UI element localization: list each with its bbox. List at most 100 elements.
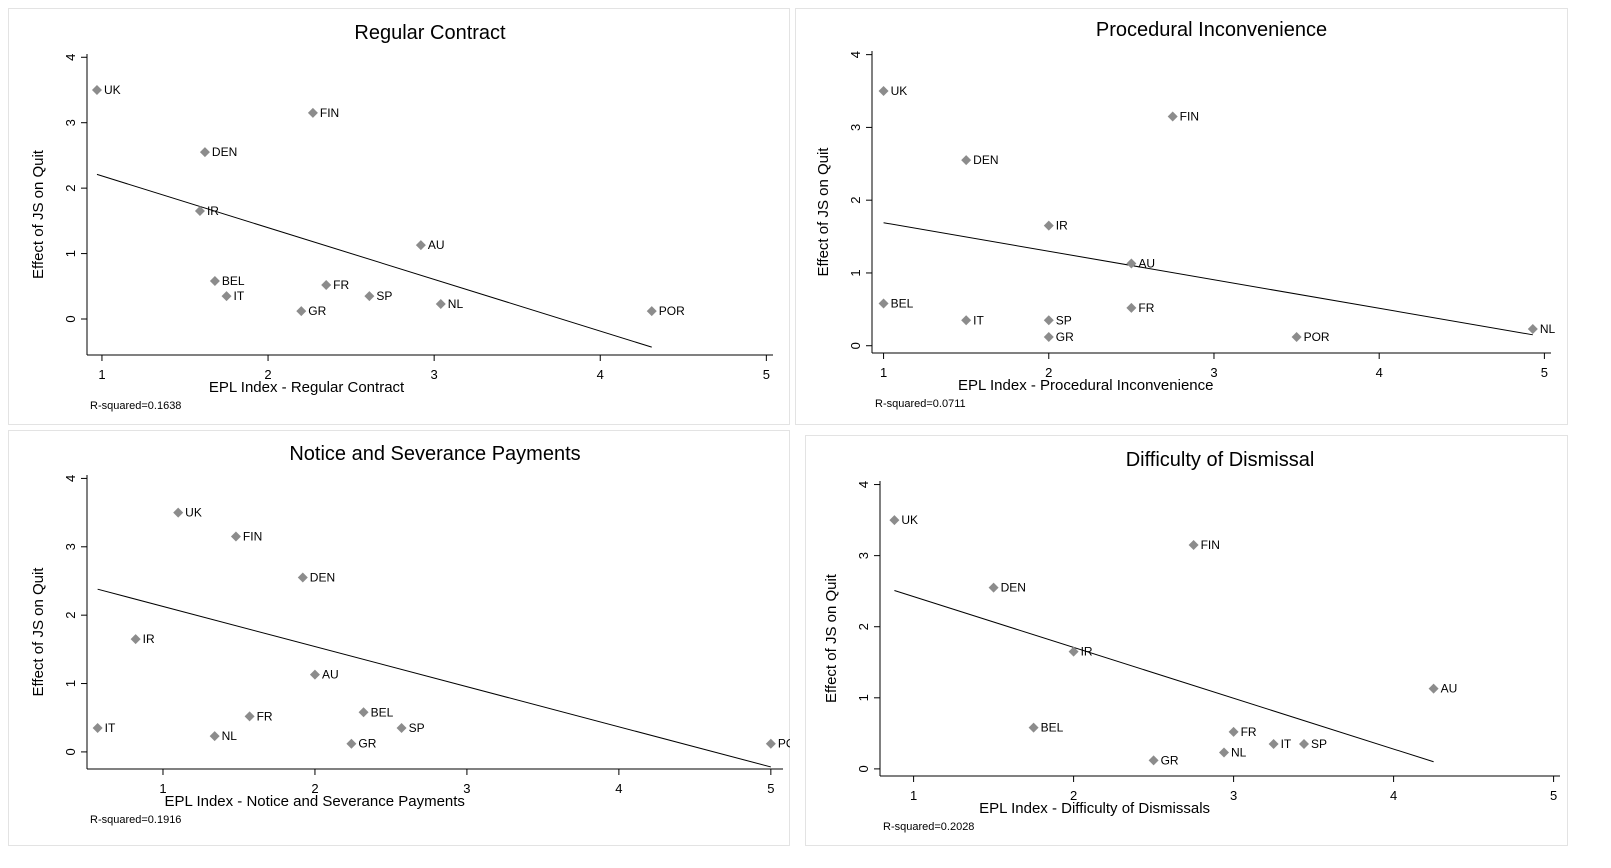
point xyxy=(1148,755,1159,766)
point-label: AU xyxy=(428,238,445,252)
point-label: AU xyxy=(1138,256,1155,270)
point-label: IT xyxy=(1281,737,1292,751)
point-label: IR xyxy=(143,632,155,646)
y-tick-label: 2 xyxy=(63,185,78,192)
point xyxy=(244,711,255,722)
point-label: IT xyxy=(105,721,116,735)
y-axis-label: Effect of JS on Quit xyxy=(815,147,832,277)
x-tick-label: 3 xyxy=(1210,365,1217,380)
x-axis-label: EPL Index - Notice and Severance Payment… xyxy=(164,793,464,810)
x-tick-label: 1 xyxy=(910,788,917,803)
x-tick-label: 3 xyxy=(431,367,438,382)
x-axis-label: EPL Index - Difficulty of Dismissals xyxy=(979,800,1210,817)
point-label: IR xyxy=(207,204,219,218)
point xyxy=(194,206,205,217)
point-label: BEL xyxy=(891,297,914,311)
x-tick-label: 4 xyxy=(615,781,622,796)
point-label: DEN xyxy=(310,571,335,585)
x-axis-label: EPL Index - Procedural Inconvenience xyxy=(958,377,1213,394)
note: R-squared=0.1916 xyxy=(90,814,181,826)
y-axis-label: Effect of JS on Quit xyxy=(823,573,840,703)
x-tick-label: 1 xyxy=(880,365,887,380)
panel-frame xyxy=(805,435,1568,846)
point xyxy=(961,155,972,166)
point-label: FIN xyxy=(243,530,262,544)
point-label: BEL xyxy=(222,274,245,288)
point-label: IR xyxy=(1081,645,1093,659)
x-tick-label: 5 xyxy=(1541,365,1548,380)
point-label: FIN xyxy=(1180,109,1199,123)
point-label: SP xyxy=(409,721,425,735)
point-label: BEL xyxy=(371,705,394,719)
point-label: UK xyxy=(185,506,202,520)
point xyxy=(435,298,446,309)
point-label: DEN xyxy=(1001,581,1026,595)
point-label: SP xyxy=(1056,313,1072,327)
panel-frame xyxy=(795,8,1568,425)
point-label: FIN xyxy=(320,106,339,120)
point xyxy=(358,707,369,718)
point-label: DEN xyxy=(973,153,998,167)
fit-line xyxy=(97,588,771,768)
chart-title: Notice and Severance Payments xyxy=(289,443,580,465)
point xyxy=(321,279,332,290)
point xyxy=(296,306,307,317)
y-tick-label: 2 xyxy=(848,197,863,204)
point xyxy=(1299,739,1309,750)
point xyxy=(1043,315,1054,326)
point xyxy=(173,507,184,518)
chart-title: Procedural Inconvenience xyxy=(1096,19,1327,41)
point xyxy=(765,738,776,749)
point-label: FR xyxy=(333,278,349,292)
point-label: IT xyxy=(973,313,984,327)
point xyxy=(1167,111,1178,122)
point xyxy=(209,276,220,287)
chart-title: Regular Contract xyxy=(354,22,506,44)
y-tick-label: 1 xyxy=(848,269,863,276)
point xyxy=(1228,726,1239,737)
point xyxy=(297,572,308,583)
y-tick-label: 4 xyxy=(856,481,871,488)
x-tick-label: 2 xyxy=(264,367,271,382)
point xyxy=(1219,747,1229,758)
panel: 1 2 3 4 5 0 1 2 3 4 Difficulty of Dismissal EPL Ind… xyxy=(805,435,1568,846)
point xyxy=(878,298,889,309)
point xyxy=(364,291,375,302)
point xyxy=(988,582,999,593)
point xyxy=(1428,683,1439,694)
chart-title: Difficulty of Dismissal xyxy=(1126,449,1315,471)
point-label: UK xyxy=(901,513,918,527)
point-label: FR xyxy=(257,709,273,723)
point-label: NL xyxy=(448,297,464,311)
point-label: IR xyxy=(1056,219,1068,233)
x-tick-label: 5 xyxy=(1550,788,1557,803)
x-tick-label: 1 xyxy=(98,367,105,382)
y-tick-label: 0 xyxy=(63,748,78,755)
point-label: NL xyxy=(1540,322,1556,336)
y-tick-label: 0 xyxy=(856,765,871,772)
point-label: GR xyxy=(358,737,376,751)
point-label: SP xyxy=(376,289,392,303)
point-label: AU xyxy=(322,668,339,682)
y-tick-label: 1 xyxy=(63,250,78,257)
point xyxy=(221,291,232,302)
point xyxy=(1126,258,1137,269)
point-label: GR xyxy=(1056,330,1074,344)
point xyxy=(209,731,220,742)
point xyxy=(346,738,357,749)
point-label: NL xyxy=(222,729,238,743)
point xyxy=(91,84,102,95)
y-tick-label: 1 xyxy=(63,680,78,687)
point xyxy=(415,240,426,251)
y-tick-label: 1 xyxy=(856,694,871,701)
point xyxy=(961,315,972,326)
y-axis-label: Effect of JS on Quit xyxy=(30,149,47,279)
y-tick-label: 0 xyxy=(848,342,863,349)
fit-line xyxy=(96,173,652,348)
point xyxy=(1043,220,1054,231)
point-label: SP xyxy=(1311,737,1327,751)
y-tick-label: 2 xyxy=(856,623,871,630)
point xyxy=(1527,323,1538,334)
point xyxy=(1291,331,1302,342)
